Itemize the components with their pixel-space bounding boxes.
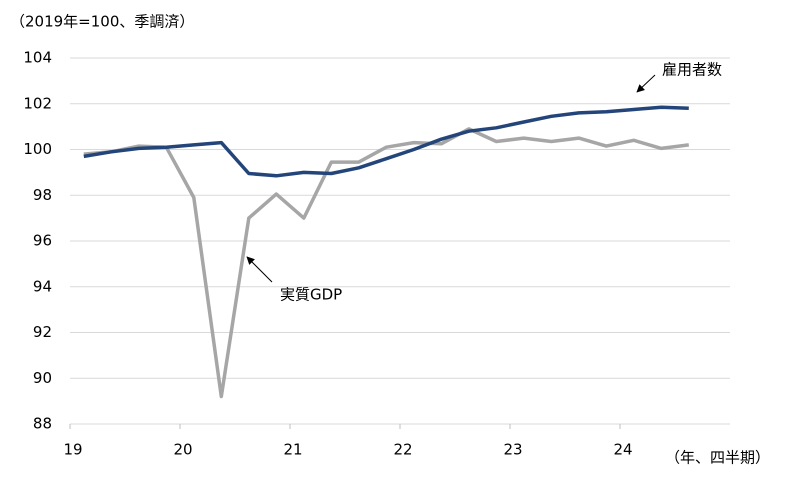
y-tick-label: 96 bbox=[33, 232, 52, 250]
y-tick-label: 98 bbox=[33, 186, 52, 204]
series-label: 雇用者数 bbox=[662, 61, 722, 79]
series-line bbox=[83, 127, 690, 399]
x-tick-label: 22 bbox=[393, 441, 412, 459]
x-unit-label: （年、四半期） bbox=[665, 449, 770, 467]
y-tick-label: 102 bbox=[23, 94, 52, 112]
y-tick-label: 92 bbox=[33, 323, 52, 341]
y-unit-label: （2019年=100、季調済） bbox=[10, 13, 194, 31]
x-tick-label: 21 bbox=[283, 441, 302, 459]
y-tick-label: 104 bbox=[23, 49, 52, 67]
y-tick-label: 100 bbox=[23, 140, 52, 158]
x-tick-label: 23 bbox=[503, 441, 522, 459]
annotation-arrow bbox=[246, 256, 273, 283]
series-line bbox=[83, 105, 689, 178]
x-tick-label: 19 bbox=[63, 441, 82, 459]
x-tick-label: 24 bbox=[613, 441, 632, 459]
plot: 88 90 92 94 96 98 100 102 104 19 20 21 22 23 24 bbox=[23, 49, 730, 459]
annotation-arrow bbox=[636, 74, 656, 93]
x-tick-label: 20 bbox=[173, 441, 192, 459]
y-tick-label: 90 bbox=[33, 369, 52, 387]
series-label: 実質GDP bbox=[280, 286, 342, 304]
y-tick-label: 88 bbox=[33, 415, 52, 433]
y-tick-label: 94 bbox=[33, 277, 52, 295]
